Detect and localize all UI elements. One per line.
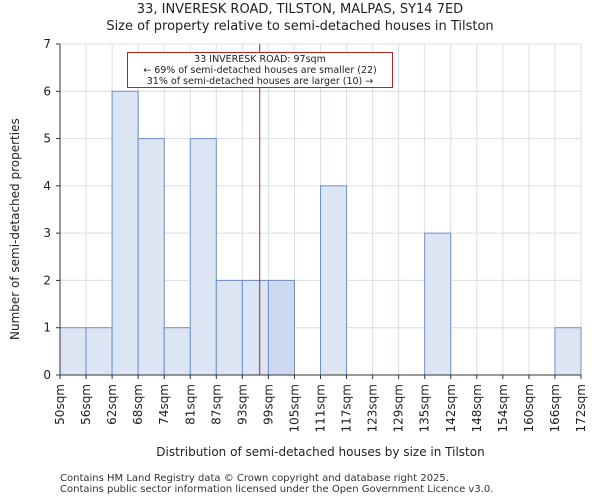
x-tick-label: 87sqm xyxy=(209,384,223,425)
x-tick-label: 142sqm xyxy=(444,384,458,432)
x-tick-label: 123sqm xyxy=(366,384,380,432)
annotation-line-3: 31% of semi-detached houses are larger (… xyxy=(146,76,374,87)
y-tick-label: 6 xyxy=(43,84,51,98)
x-tick-label: 135sqm xyxy=(418,384,432,432)
histogram-bar xyxy=(267,279,295,376)
histogram-bar xyxy=(85,327,113,376)
histogram-bar xyxy=(163,327,191,376)
annotation-line-2: ← 69% of semi-detached houses are smalle… xyxy=(143,65,377,76)
x-tick-label: 166sqm xyxy=(548,384,562,432)
histogram-bar xyxy=(424,232,452,376)
histogram-bar xyxy=(554,327,582,376)
x-tick-label: 93sqm xyxy=(235,384,249,425)
y-tick-label: 7 xyxy=(43,37,51,51)
x-tick-label: 105sqm xyxy=(287,384,301,432)
x-tick-label: 62sqm xyxy=(105,384,119,425)
x-tick-label: 56sqm xyxy=(79,384,93,425)
property-annotation-box: 33 INVERESK ROAD: 97sqm ← 69% of semi-de… xyxy=(127,52,393,88)
histogram-bar xyxy=(59,327,87,376)
y-tick-label: 3 xyxy=(43,226,51,240)
footer-licence: Contains public sector information licen… xyxy=(60,484,494,495)
y-tick-label: 5 xyxy=(43,132,51,146)
x-tick-label: 148sqm xyxy=(470,384,484,432)
y-tick-label: 2 xyxy=(43,273,51,287)
histogram-bar xyxy=(111,90,139,376)
x-tick-label: 99sqm xyxy=(261,384,275,425)
x-tick-label: 160sqm xyxy=(522,384,536,432)
x-tick-label: 172sqm xyxy=(574,384,588,432)
histogram-bar xyxy=(137,138,165,376)
chart-title-address: 33, INVERESK ROAD, TILSTON, MALPAS, SY14… xyxy=(136,2,464,17)
x-tick-label: 68sqm xyxy=(131,384,145,425)
y-axis-label: Number of semi-detached properties xyxy=(8,118,22,340)
x-tick-label: 129sqm xyxy=(392,384,406,432)
x-tick-label: 111sqm xyxy=(314,384,328,432)
annotation-line-1: 33 INVERESK ROAD: 97sqm xyxy=(194,54,326,65)
chart-title-subtitle: Size of property relative to semi-detach… xyxy=(106,19,494,34)
x-tick-label: 117sqm xyxy=(340,384,354,432)
histogram-bar xyxy=(320,185,348,376)
x-tick-label: 154sqm xyxy=(496,384,510,432)
x-tick-label: 50sqm xyxy=(53,384,67,425)
x-tick-label: 74sqm xyxy=(157,384,171,425)
histogram-bar xyxy=(189,138,217,376)
y-tick-label: 4 xyxy=(43,179,51,193)
x-tick-label: 81sqm xyxy=(183,384,197,425)
histogram-bar xyxy=(241,279,269,376)
x-axis-label: Distribution of semi-detached houses by … xyxy=(156,445,485,459)
histogram-bar xyxy=(215,279,243,376)
y-tick-label: 0 xyxy=(43,368,51,382)
footer-copyright: Contains HM Land Registry data © Crown c… xyxy=(60,473,449,484)
y-tick-label: 1 xyxy=(43,321,51,335)
